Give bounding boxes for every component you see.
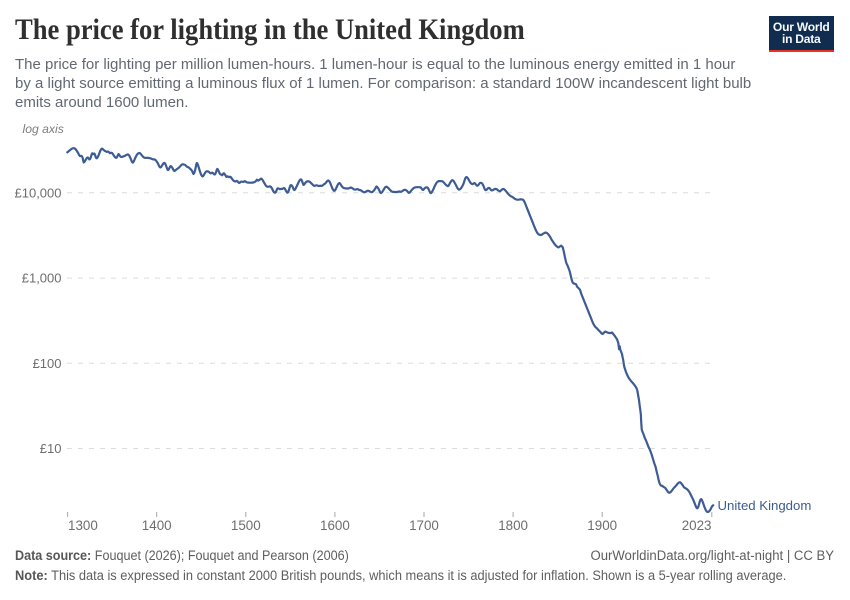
svg-text:1500: 1500 (231, 518, 261, 533)
svg-text:1800: 1800 (498, 518, 528, 533)
svg-text:£100: £100 (33, 356, 62, 371)
svg-text:£10,000: £10,000 (15, 185, 62, 200)
svg-text:1400: 1400 (142, 518, 172, 533)
svg-text:2023: 2023 (682, 518, 712, 533)
svg-text:log axis: log axis (23, 122, 64, 136)
svg-text:United Kingdom: United Kingdom (718, 498, 812, 513)
svg-text:£1,000: £1,000 (22, 271, 62, 286)
svg-text:1300: 1300 (68, 518, 98, 533)
svg-text:£10: £10 (40, 441, 62, 456)
svg-text:1900: 1900 (587, 518, 617, 533)
svg-text:1700: 1700 (409, 518, 439, 533)
svg-text:1600: 1600 (320, 518, 350, 533)
